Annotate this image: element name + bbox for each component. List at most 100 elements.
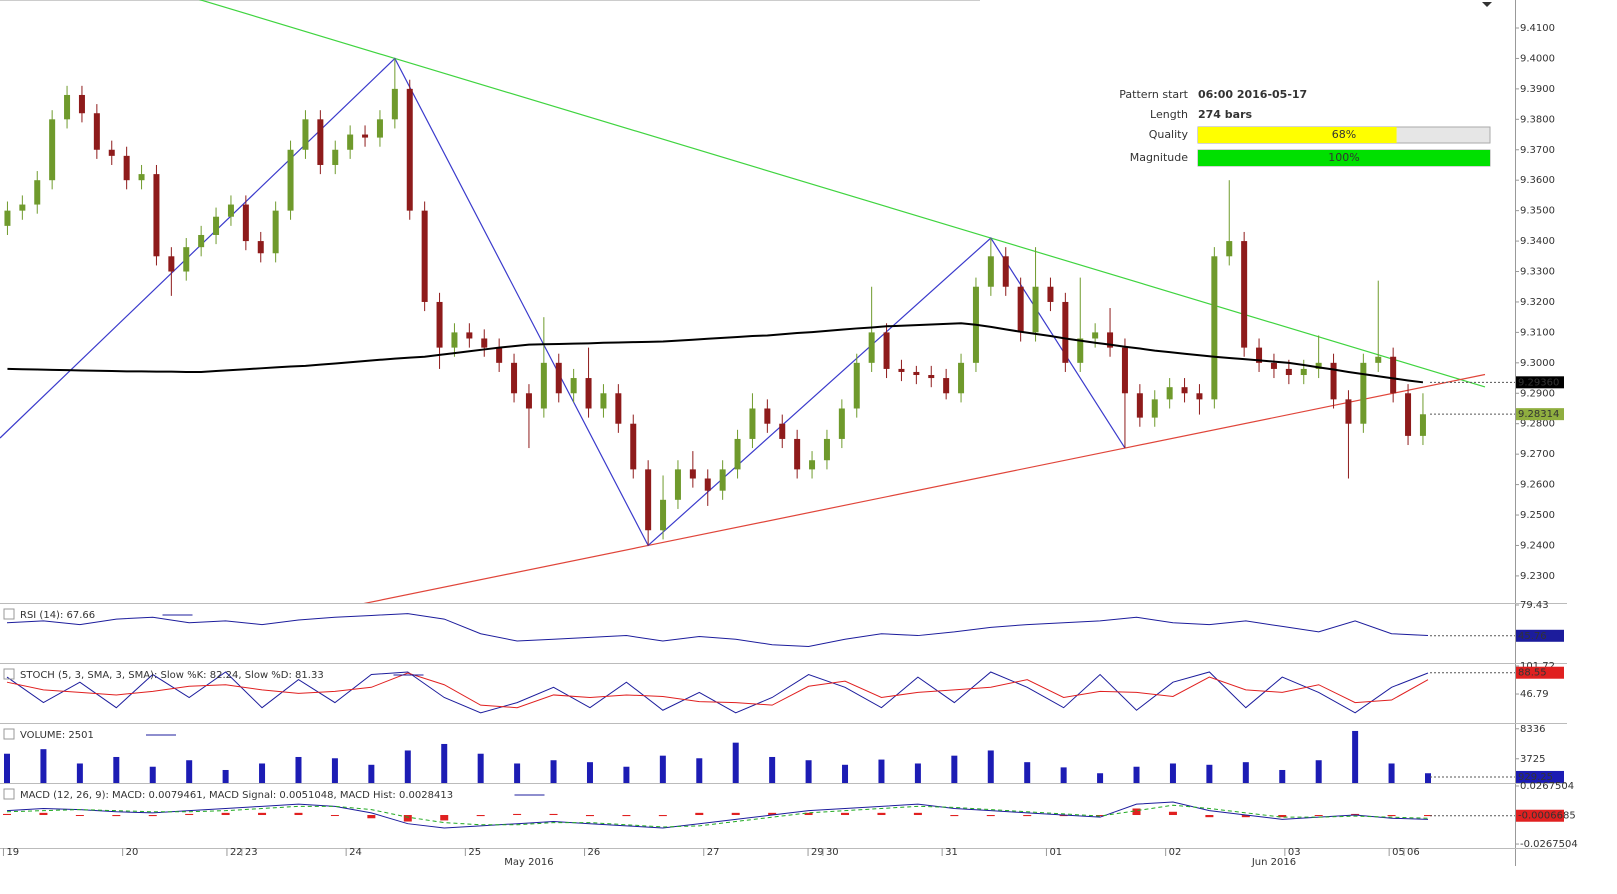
macd-hist-bar [1023,815,1032,817]
trendline [648,447,1126,547]
info-label: Magnitude [1130,151,1189,164]
candle-body [704,478,711,491]
price-tag-label: -0.0006685 [1518,811,1576,822]
macd-hist-bar [1351,813,1360,816]
candle-body [466,332,473,339]
candle-body [958,362,965,394]
x-tick-label: 31 [945,847,958,858]
candle-body [198,234,205,248]
x-tick-label: 05 [1392,847,1405,858]
macd-hist-bar [1132,808,1141,816]
candle-body [153,174,160,257]
x-tick-label: 06 [1407,847,1420,858]
volume-bar [842,764,849,783]
volume-bar [76,763,83,783]
candle-body [1211,256,1218,400]
candle-body [1226,241,1233,257]
candle-body [1196,393,1203,400]
volume-bar [259,763,266,783]
candle-body [585,378,592,409]
volume-bar [1425,773,1431,783]
info-bar-label: 68% [1332,128,1356,141]
volume-bar [1169,763,1176,783]
y-tick-label: 101.72 [1520,661,1555,672]
macd-hist-bar [148,815,157,817]
volume-bar [1024,762,1031,783]
price-tag [1516,809,1564,822]
indicator-label: STOCH (5, 3, SMA, 3, SMA): Slow %K: 82.2… [20,670,324,681]
candle-body [1151,399,1158,418]
y-tick-label: 9.3400 [1520,236,1555,247]
candle-body [4,210,11,226]
macd-hist-bar [3,813,11,816]
candle-body [1092,332,1099,339]
macd-hist-bar [112,815,121,817]
candle-body [734,438,741,470]
candle-body [1047,286,1054,302]
candle-body [1181,387,1188,394]
candle-body [540,362,547,409]
indicator-icon [3,608,15,620]
volume-bar [550,760,557,783]
macd-hist-bar [185,813,194,816]
candle-body [764,408,771,424]
candle-body [809,460,816,470]
volume-bar [1097,773,1104,783]
candle-body [1360,362,1367,424]
volume-bar [1133,766,1140,783]
x-tick-label: 23 [245,847,258,858]
y-tick-label: 9.2500 [1520,510,1555,521]
macd-hist-bar [294,812,303,816]
y-tick-label: 9.2600 [1520,480,1555,491]
volume-bar [987,750,994,783]
macd-hist-bar [877,812,886,816]
pattern-info: Pattern start 06:00 2016-05-17 Length 274 b… [1119,88,1491,167]
macd-hist-bar [1205,815,1214,818]
x-tick-label: 27 [707,847,720,858]
volume-bar [404,750,411,783]
menu-arrow[interactable] [1482,2,1492,7]
y-tick-label: 9.2700 [1520,449,1555,460]
candle-body [391,88,398,120]
macd-hist-bar [221,812,230,816]
indicator-line [6,671,1429,714]
macd-hist-bar [258,812,267,816]
y-tick-label: 9.2900 [1520,388,1555,399]
candle-body [213,216,220,235]
candle-body [257,241,264,254]
macd-hist-bar [1059,815,1068,817]
x-tick-label: 22 [230,847,243,858]
candle-body [689,469,696,479]
volume-bar [1242,762,1249,783]
candle-body [794,438,801,470]
macd-hist-bar [75,815,84,817]
y-tick-label: 9.2400 [1520,540,1555,551]
candle-body [481,338,488,348]
candle-body [376,119,383,138]
macd-hist-bar [622,815,631,817]
y-tick-label: 9.2300 [1520,571,1555,582]
y-tick-label: 9.4100 [1520,23,1555,34]
y-tick-label: 46.79 [1520,689,1549,700]
macd-hist-bar [950,815,959,817]
moving-average [7,322,1424,384]
candle-body [362,134,369,138]
candle-body [227,204,234,217]
candle-body [1405,393,1412,436]
candle-body [49,119,56,181]
price-tag-label: 929.25 [1518,772,1553,783]
macd-hist-bar [1168,811,1177,816]
volume-bar [1352,730,1359,783]
x-tick-label: 03 [1288,847,1301,858]
y-tick-label: 9.3700 [1520,145,1555,156]
info-label: Quality [1149,128,1189,141]
macd-hist-bar [549,813,558,816]
candle-body [406,88,413,211]
volume-bar [368,764,375,783]
macd-hist-bar [658,815,667,817]
macd-hist-bar [585,815,594,817]
trendline-extension [198,0,396,60]
candle-body [883,332,890,369]
macd-hist-bar [1278,815,1287,818]
candle-body [1390,356,1397,394]
